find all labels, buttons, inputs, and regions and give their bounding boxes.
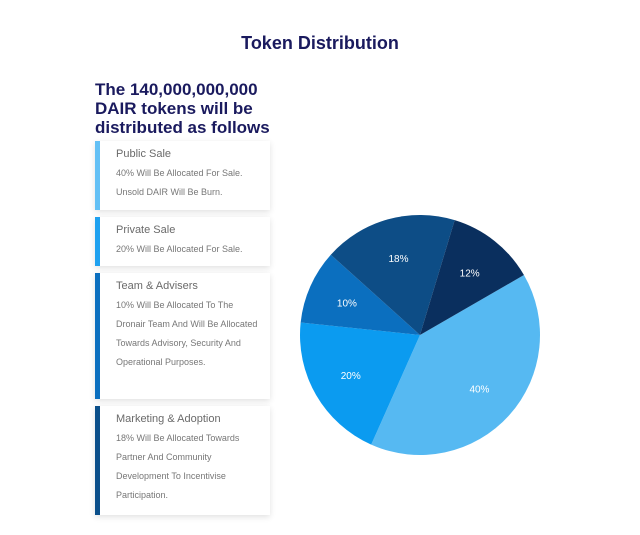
card-description: 40% Will Be Allocated For Sale. Unsold D… [116, 168, 243, 197]
distribution-pie-chart: 40% 20% 10% 18% 12% [300, 215, 540, 456]
card-title: Marketing & Adoption [116, 413, 221, 425]
card-team-advisers: Team & Advisers 10% Will Be Allocated To… [95, 273, 270, 399]
pie-label: 12% [460, 268, 480, 279]
pie-label: 20% [341, 371, 361, 382]
pie-slice-20 [300, 322, 420, 445]
card-private-sale: Private Sale 20% Will Be Allocated For S… [95, 217, 270, 266]
distribution-headline: The 140,000,000,000 DAIR tokens will be … [95, 80, 270, 137]
card-public-sale: Public Sale 40% Will Be Allocated For Sa… [95, 141, 270, 210]
card-title: Private Sale [116, 224, 176, 236]
pie-label: 18% [388, 254, 408, 265]
page-title: Token Distribution [241, 33, 399, 53]
pie-slice-10 [300, 254, 420, 335]
card-title: Team & Advisers [116, 280, 198, 292]
card-description: 10% Will Be Allocated To The Dronair Tea… [116, 300, 258, 367]
pie-label: 40% [469, 385, 489, 396]
card-description: 20% Will Be Allocated For Sale. [116, 244, 243, 254]
pie-slice-40 [371, 275, 540, 456]
pie-slice-18 [330, 215, 455, 335]
card-marketing-adoption: Marketing & Adoption 18% Will Be Allocat… [95, 406, 270, 515]
card-title: Public Sale [116, 148, 172, 160]
card-description: 18% Will Be Allocated Towards Partner An… [116, 433, 240, 500]
pie-slice-12 [420, 220, 524, 335]
pie-label: 10% [337, 298, 357, 309]
